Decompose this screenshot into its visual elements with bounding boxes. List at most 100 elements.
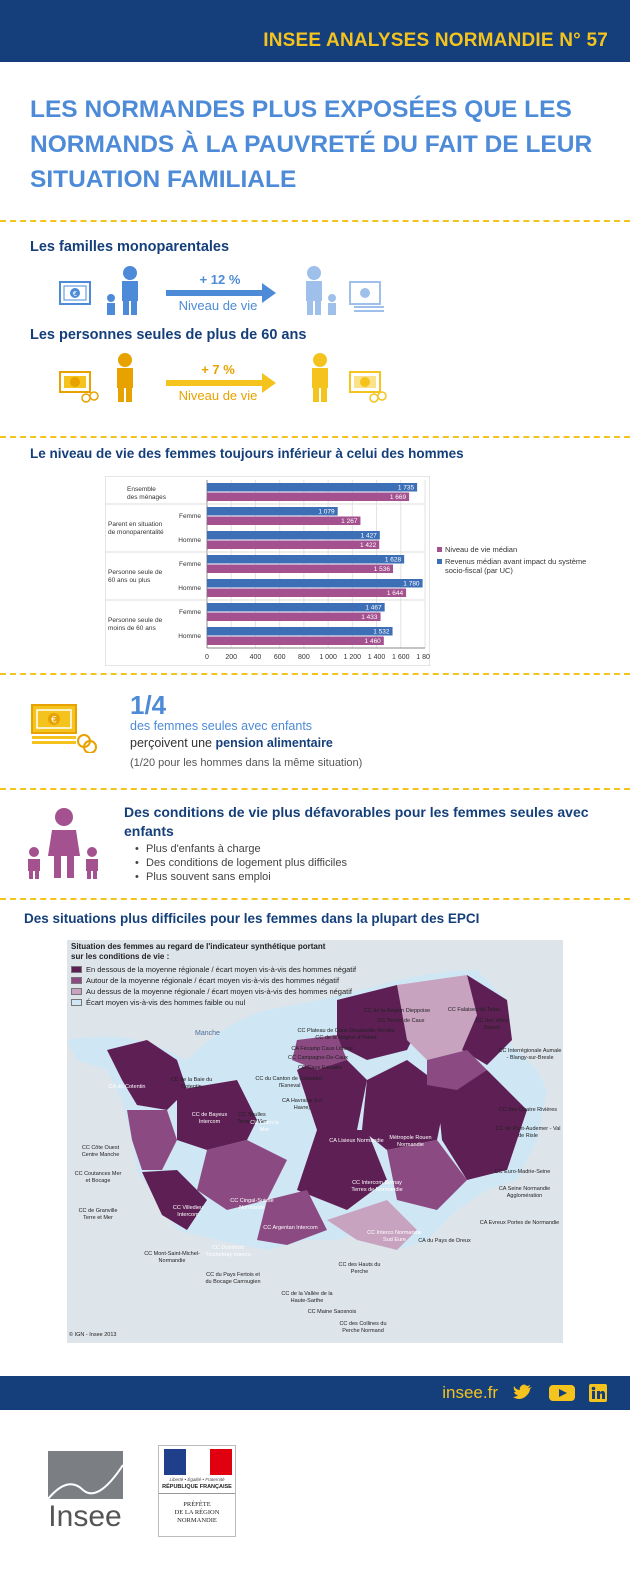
map-label: CC Caux Estuaire [297,1065,343,1071]
bar-value-label: 1 422 [360,542,377,549]
category-label: Parent en situation [108,521,163,528]
bar [207,531,380,540]
monoparental-label: Niveau de vie [178,298,258,313]
map-label: CC Seulles Terre et Mer [237,1112,267,1125]
map-label: CC Villedieu Intercom [172,1205,204,1218]
region-cotentin [107,1040,187,1110]
map-label: CC Mont-Saint-Michel-Normandie [144,1251,200,1264]
twitter-icon[interactable] [513,1384,533,1402]
bar-value-label: 1 780 [403,581,420,588]
footer-bar: insee.fr [0,1376,630,1410]
region-argentan [297,1130,387,1210]
bar-value-label: 1 467 [365,605,382,612]
map-label: CC des Quatre Rivières [498,1107,558,1113]
subcategory-label: Homme [178,633,201,640]
map-credit: © IGN - Insee 2013 [69,1332,117,1338]
map-label: CC du Pays Fertois et du Bocage Carrougi… [205,1272,261,1285]
pension-fraction: 1/4 [130,690,167,720]
youtube-icon[interactable] [549,1384,575,1402]
bar [207,627,393,636]
map-label: CC des Collines du Perche Normand [339,1321,387,1334]
map-label: CA Fécamp Caux Littoral [291,1046,353,1052]
category-label: Ensemble [127,486,156,493]
prefecture-logo: Liberté • Égalité • Fraternité RÉPUBLIQU… [158,1445,236,1537]
chart-heading: Le niveau de vie des femmes toujours inf… [30,446,464,461]
divider [0,220,630,222]
bullet-item: Plus souvent sans emploi [135,871,271,883]
subcategory-label: Femme [179,609,201,616]
bar-value-label: 1 427 [361,533,378,540]
bar-value-label: 1 532 [373,629,390,636]
x-tick-label: 1 600 [392,654,410,661]
bar-value-label: 1 267 [341,518,358,525]
map-label: CC de Bayeux Intercom [191,1112,228,1125]
subcategory-label: Homme [178,537,201,544]
marianne-flag-icon [164,1449,232,1475]
bullet-item: Des conditions de logement plus difficil… [135,857,347,869]
bar-chart-svg: 0 200 400 600 800 1 000 1 200 1 400 1 600 1 800 1 … [105,476,430,666]
legend-swatch [437,547,442,552]
map-label: CC Intercom Bernay Terres de Normandie [351,1180,403,1193]
region-evreux [437,1070,527,1180]
x-tick-label: 400 [250,654,262,661]
legend-swatch [71,988,82,995]
x-tick-label: 800 [298,654,310,661]
seniors-label: Niveau de vie [178,388,258,403]
map-heading: Des situations plus difficiles pour les … [24,911,480,926]
category-label: des ménages [127,494,167,501]
map-legend-item: Au dessus de la moyenne régionale / écar… [71,987,352,996]
linkedin-icon[interactable] [589,1384,607,1402]
bar [207,492,410,501]
bar-chart: 0 200 400 600 800 1 000 1 200 1 400 1 600 1 800 1 … [105,476,430,666]
x-tick-label: 600 [274,654,286,661]
map-label: CC de Pont-Audemer - Val de Risle [495,1126,561,1139]
category-label: de monoparentalité [108,529,164,536]
map-label: CC Terroir de Caux [377,1018,425,1024]
bar [207,603,385,612]
map-label: CC de la Région Dieppoise [363,1008,431,1014]
bar [207,588,407,597]
subcategory-label: Homme [178,585,201,592]
region-avranches [142,1170,207,1230]
epci-map: Situation des femmes au regard de l'indi… [67,940,563,1343]
monoparental-percent: + 12 % [199,272,241,287]
subcategory-label: Femme [179,513,201,520]
map-label: CC des Villes Sœurs [475,1018,509,1031]
senior-money-icon [312,353,387,403]
map-label: CC Domfront Tinchebray Interco [205,1245,251,1258]
seniors-percent: + 7 % [201,362,235,377]
bar [207,555,405,564]
conditions-heading: Des conditions de vie plus défavorables … [124,804,589,839]
x-tick-label: 1 000 [319,654,337,661]
insee-wordmark: Insee [48,1500,122,1533]
bar [207,483,418,492]
monoparental-heading: Les familles monoparentales [30,239,230,255]
divider [0,436,630,438]
region-havre [292,1035,347,1070]
bar-value-label: 1 079 [318,509,335,516]
bar [207,516,361,525]
category-label: Personne seule de [108,617,163,624]
x-tick-label: 1 400 [368,654,386,661]
map-label: CC Interrégionale Aumale - Blangy-sur-Br… [498,1048,562,1061]
map-label: CC Maine Saosnois [307,1309,357,1315]
region-rouen [397,975,487,1060]
map-title: Situation des femmes au regard de l'indi… [71,942,326,961]
region-lisieux [297,1050,367,1130]
x-tick-label: 200 [225,654,237,661]
site-link[interactable]: insee.fr [442,1383,498,1402]
bar [207,540,380,549]
map-label: CC Argentan Intercom [263,1225,318,1231]
map-label: CC Interco Normandie Sud Eure [367,1230,422,1243]
region-bray [462,975,512,1065]
pension-line2: perçoivent une pension alimentaire [130,736,333,750]
map-label: Métropole Rouen Normandie [389,1135,432,1148]
bar [207,612,381,621]
publication-number: INSEE ANALYSES NORMANDIE N° 57 [263,30,608,51]
bar-value-label: 1 735 [398,485,415,492]
map-legend-item: Écart moyen vis-à-vis des hommes faible … [71,998,245,1007]
map-shapes [67,940,563,1343]
region-bessin [177,1080,267,1150]
bar-value-label: 1 460 [365,638,382,645]
map-legend-item: En dessous de la moyenne régionale / éca… [71,965,356,974]
